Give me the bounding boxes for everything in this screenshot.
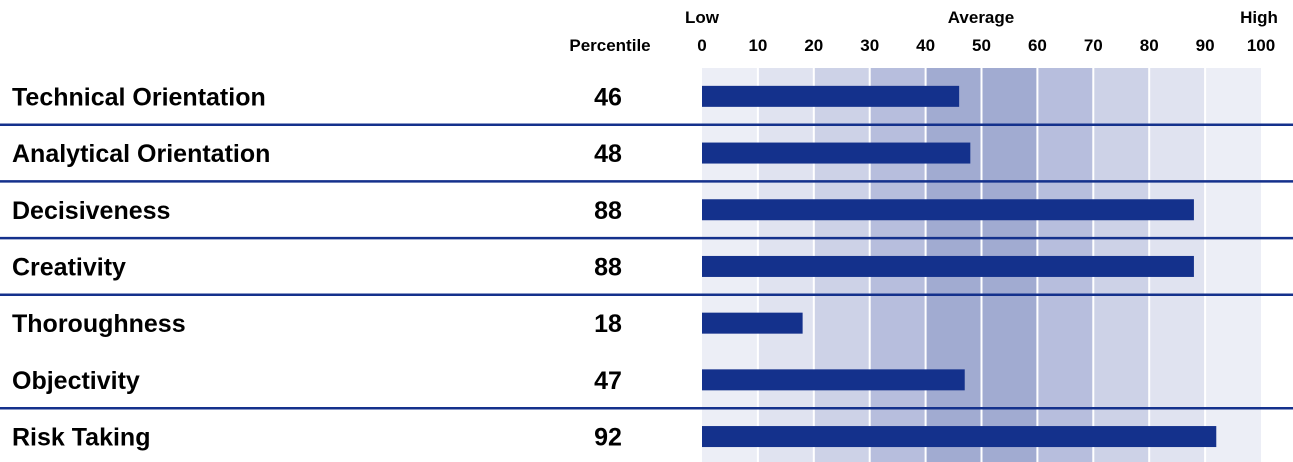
chart-row: Thoroughness 18 [12, 310, 803, 338]
chart-row: Creativity 88 [0, 253, 1293, 297]
tick-label: 20 [804, 36, 823, 55]
tick-label: 50 [972, 36, 991, 55]
tick-label: 80 [1140, 36, 1159, 55]
percentile-bar [702, 255, 1194, 277]
tick-label: 60 [1028, 36, 1047, 55]
percentile-value: 47 [594, 367, 622, 395]
chart-rows: Technical Orientation 46 Analytical Orient… [0, 83, 1293, 452]
trait-label: Creativity [12, 253, 126, 281]
percentile-value: 88 [594, 253, 622, 281]
percentile-value: 46 [594, 83, 622, 111]
chart-row: Risk Taking 92 [12, 424, 1217, 452]
percentile-bar [702, 142, 971, 164]
percentile-bar [702, 199, 1194, 221]
tick-label: 10 [748, 36, 767, 55]
axis-ticks: 0 10 20 30 40 50 60 70 80 90 100 [697, 36, 1275, 55]
percentile-value: 48 [594, 140, 622, 168]
trait-label: Risk Taking [12, 424, 150, 452]
tick-label: 90 [1196, 36, 1215, 55]
trait-label: Analytical Orientation [12, 140, 270, 168]
chart-header: Low Average High Percentile 0 10 20 30 40 50 6… [569, 8, 1278, 55]
range-label-average: Average [948, 8, 1014, 27]
chart-row: Technical Orientation 46 [0, 83, 1293, 126]
band-90-100 [1205, 68, 1261, 462]
chart-row: Objectivity 47 [0, 367, 1293, 410]
percentile-bar [702, 312, 803, 334]
trait-label: Technical Orientation [12, 83, 266, 111]
percentile-value: 18 [594, 310, 622, 338]
tick-label: 70 [1084, 36, 1103, 55]
trait-label: Thoroughness [12, 310, 186, 338]
range-label-low: Low [685, 8, 720, 27]
range-label-high: High [1240, 8, 1278, 27]
tick-label: 30 [860, 36, 879, 55]
percentile-column-header: Percentile [569, 36, 650, 55]
chart-row: Analytical Orientation 48 [0, 140, 1293, 183]
tick-label: 40 [916, 36, 935, 55]
tick-label: 0 [697, 36, 706, 55]
percentile-bar [702, 85, 960, 107]
trait-label: Decisiveness [12, 197, 170, 225]
percentile-value: 88 [594, 197, 622, 225]
percentile-bar [702, 426, 1217, 448]
percentile-bar [702, 369, 965, 391]
chart-row: Decisiveness 88 [0, 197, 1293, 240]
percentile-value: 92 [594, 424, 622, 452]
trait-label: Objectivity [12, 367, 140, 395]
tick-label: 100 [1247, 36, 1275, 55]
